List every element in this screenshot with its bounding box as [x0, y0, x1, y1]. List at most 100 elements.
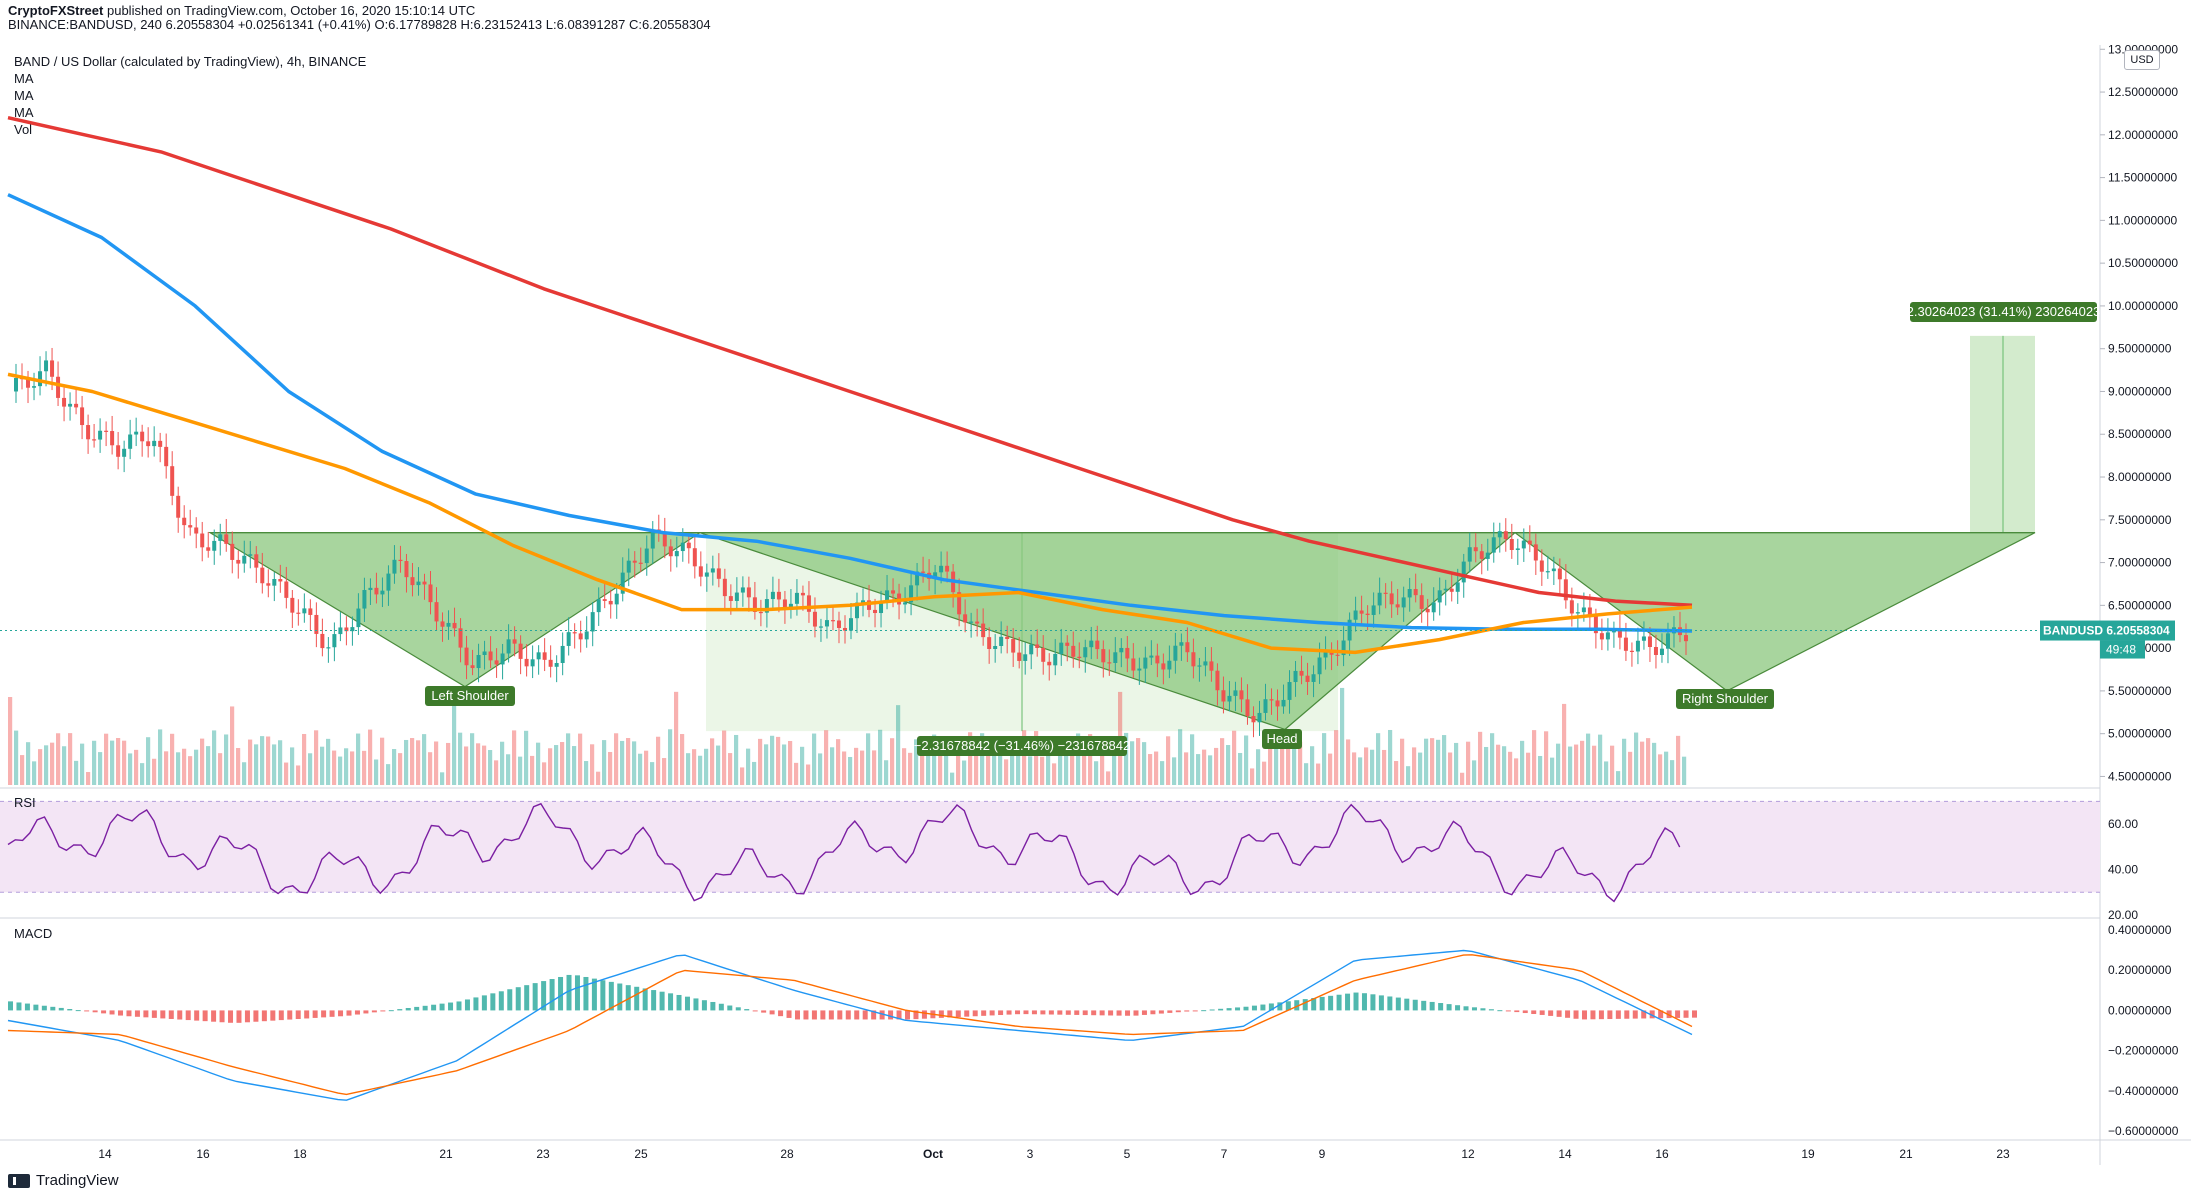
- price-tick-label: 5.00000000: [2108, 727, 2172, 741]
- macd-signal-line: [7, 954, 1693, 1096]
- volume-bar: [506, 754, 511, 785]
- volume-bar: [704, 748, 709, 785]
- volume-bar: [998, 750, 1003, 785]
- author[interactable]: CryptoFXStreet: [8, 3, 104, 18]
- volume-bar: [566, 733, 571, 785]
- candle-body: [861, 600, 866, 603]
- countdown-text: 49:48: [2106, 643, 2136, 657]
- macd-histogram-bar: [338, 1010, 344, 1017]
- candle-body: [1419, 595, 1424, 609]
- volume-bar: [1436, 739, 1441, 785]
- volume-bar: [926, 740, 931, 785]
- candle-body: [56, 376, 61, 398]
- candle-body: [1083, 647, 1088, 658]
- macd-histogram-bar: [862, 1010, 868, 1020]
- time-tick-label: 9: [1319, 1147, 1326, 1161]
- macd-histogram-bar: [211, 1010, 217, 1022]
- macd-histogram-bar: [270, 1010, 276, 1021]
- macd-histogram-bar: [1666, 1010, 1672, 1019]
- candle-body: [488, 651, 493, 661]
- macd-histogram-bar: [1581, 1010, 1587, 1020]
- volume-bar: [1544, 731, 1549, 785]
- volume-bar: [1082, 745, 1087, 785]
- macd-histogram-bar: [1023, 1010, 1029, 1015]
- macd-histogram-bar: [143, 1010, 149, 1018]
- macd-histogram-bar: [1641, 1010, 1647, 1019]
- candle-body: [1053, 653, 1058, 666]
- close-value: C:6.20558304: [628, 17, 711, 32]
- volume-bar: [1484, 746, 1489, 785]
- volume-bar: [374, 759, 379, 785]
- candle-body: [1455, 582, 1460, 592]
- macd-histogram-bar: [1455, 1005, 1461, 1011]
- candle-body: [1623, 637, 1628, 651]
- volume-bar: [1460, 772, 1465, 785]
- volume-bar: [86, 772, 91, 785]
- currency-button[interactable]: USD: [2124, 50, 2160, 70]
- volume-bar: [116, 738, 121, 785]
- candle-body: [704, 572, 709, 577]
- macd-tick-label: −0.20000000: [2108, 1044, 2179, 1058]
- candle-body: [392, 559, 397, 574]
- candle-body: [518, 643, 523, 659]
- volume-bar: [614, 733, 619, 785]
- legend-ma-2[interactable]: MA: [14, 88, 34, 103]
- candle-body: [716, 568, 721, 579]
- volume-bar: [1496, 744, 1501, 785]
- volume-bar: [1262, 761, 1267, 785]
- candle-body: [476, 654, 481, 669]
- candle-body: [1143, 657, 1148, 669]
- macd-histogram-bar: [828, 1010, 834, 1020]
- candle-body: [1251, 716, 1256, 723]
- volume-bar: [638, 753, 643, 785]
- tradingview-logo[interactable]: TradingView: [8, 1172, 119, 1189]
- legend-ma-1[interactable]: MA: [14, 71, 34, 86]
- candle-body: [1347, 619, 1352, 641]
- volume-bar: [1142, 742, 1147, 785]
- volume-bar: [38, 749, 43, 785]
- volume-bar: [794, 762, 799, 785]
- legend-vol[interactable]: Vol: [14, 122, 33, 137]
- volume-bar: [1682, 756, 1687, 785]
- volume-bar: [1028, 756, 1033, 785]
- volume-bar: [1220, 738, 1225, 785]
- volume-bar: [1472, 760, 1477, 785]
- price-tick-label: 8.00000000: [2108, 470, 2172, 484]
- candle-body: [620, 572, 625, 594]
- volume-bar: [1430, 738, 1435, 785]
- candle-body: [194, 527, 199, 534]
- candle-body: [1563, 579, 1568, 601]
- macd-histogram-bar: [1048, 1010, 1054, 1015]
- time-tick-label: 16: [196, 1147, 210, 1161]
- macd-histogram-bar: [811, 1010, 817, 1020]
- volume-bar: [848, 756, 853, 785]
- volume-bar: [224, 734, 229, 785]
- volume-bar: [1346, 739, 1351, 785]
- time-tick-label: 21: [1899, 1147, 1913, 1161]
- candle-body: [1581, 607, 1586, 613]
- volume-bar: [482, 745, 487, 785]
- moving-average-line: [7, 372, 1693, 655]
- symbol: BINANCE:BANDUSD, 240: [8, 17, 162, 32]
- macd-histogram-bar: [1514, 1010, 1520, 1013]
- volume-bar: [674, 691, 679, 785]
- time-tick-label: 23: [536, 1147, 550, 1161]
- candle-body: [206, 547, 211, 551]
- macd-histogram-bar: [498, 991, 504, 1011]
- volume-bar: [1508, 751, 1513, 785]
- volume-bar: [830, 747, 835, 785]
- candle-body: [806, 595, 811, 612]
- candle-body: [728, 596, 733, 601]
- volume-bar: [200, 738, 205, 785]
- macd-histogram-bar: [1302, 999, 1308, 1011]
- candle-body: [374, 587, 379, 595]
- macd-histogram-bar: [549, 979, 555, 1011]
- candle-body: [500, 653, 505, 665]
- time-tick-label: Oct: [923, 1147, 943, 1161]
- candle-body: [1407, 589, 1412, 598]
- candle-body: [494, 660, 499, 665]
- legend-ma-3[interactable]: MA: [14, 105, 34, 120]
- macd-histogram-bar: [1404, 998, 1410, 1011]
- macd-histogram-bar: [1082, 1010, 1088, 1016]
